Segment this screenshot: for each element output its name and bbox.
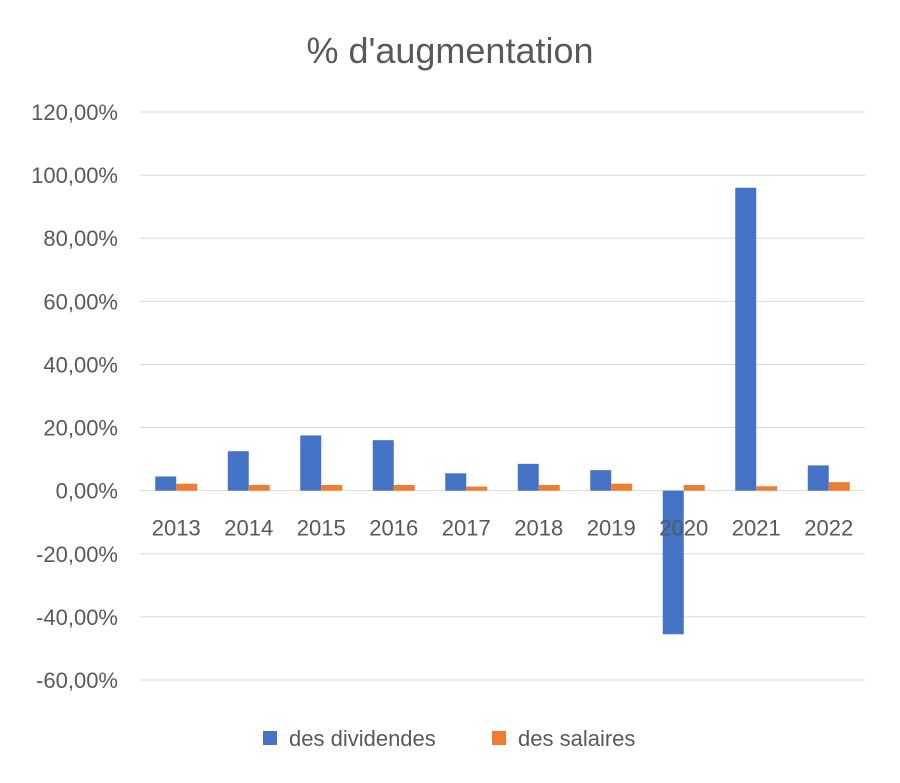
bar-dividendes-2018 xyxy=(517,463,539,491)
y-tick-label: 80,00% xyxy=(43,226,118,251)
bar-dividendes-2021 xyxy=(735,187,757,491)
bars xyxy=(155,187,850,635)
legend-swatch xyxy=(492,731,506,745)
legend-swatch xyxy=(263,731,277,745)
bar-salaires-2013 xyxy=(176,483,198,491)
legend: des dividendes des salaires xyxy=(263,726,635,751)
y-tick-label: 100,00% xyxy=(31,163,118,188)
bar-salaires-2016 xyxy=(393,484,415,491)
x-tick-label: 2021 xyxy=(732,516,781,541)
bar-dividendes-2019 xyxy=(590,470,612,491)
y-tick-label: 0,00% xyxy=(56,479,118,504)
bar-salaires-2018 xyxy=(538,484,560,491)
bar-dividendes-2020 xyxy=(662,490,684,635)
legend-label: des salaires xyxy=(518,726,635,751)
x-tick-label: 2022 xyxy=(804,516,853,541)
x-tick-label: 2020 xyxy=(659,516,708,541)
y-tick-label: -20,00% xyxy=(36,542,118,567)
y-tick-label: -40,00% xyxy=(36,605,118,630)
bar-salaires-2019 xyxy=(611,483,633,491)
x-tick-label: 2014 xyxy=(224,516,273,541)
y-tick-label: 40,00% xyxy=(43,352,118,377)
bar-dividendes-2014 xyxy=(227,451,249,491)
y-axis-ticks: -60,00% -40,00% -20,00% 0,00% 20,00% 40,00% 60… xyxy=(31,100,118,693)
bar-salaires-2020 xyxy=(683,484,705,491)
x-tick-label: 2018 xyxy=(514,516,563,541)
y-tick-label: 60,00% xyxy=(43,289,118,314)
y-tick-label: -60,00% xyxy=(36,668,118,693)
y-tick-label: 120,00% xyxy=(31,100,118,125)
y-tick-label: 20,00% xyxy=(43,416,118,441)
x-tick-label: 2017 xyxy=(442,516,491,541)
x-axis-ticks: 2013 2014 2015 2016 2017 2018 2019 2020 2021 2022 xyxy=(152,516,853,541)
x-tick-label: 2016 xyxy=(369,516,418,541)
bar-salaires-2014 xyxy=(248,484,270,491)
legend-label: des dividendes xyxy=(289,726,436,751)
bar-dividendes-2022 xyxy=(807,465,829,491)
bar-salaires-2021 xyxy=(756,486,778,491)
bar-dividendes-2013 xyxy=(155,476,177,491)
bar-dividendes-2015 xyxy=(300,435,322,491)
bar-salaires-2022 xyxy=(828,482,850,491)
bar-dividendes-2017 xyxy=(445,473,467,491)
chart-title: % d'augmentation xyxy=(306,30,593,71)
bar-salaires-2015 xyxy=(321,484,343,491)
x-tick-label: 2019 xyxy=(587,516,636,541)
x-tick-label: 2015 xyxy=(297,516,346,541)
x-tick-label: 2013 xyxy=(152,516,201,541)
bar-salaires-2017 xyxy=(466,486,488,491)
bar-dividendes-2016 xyxy=(372,440,394,491)
